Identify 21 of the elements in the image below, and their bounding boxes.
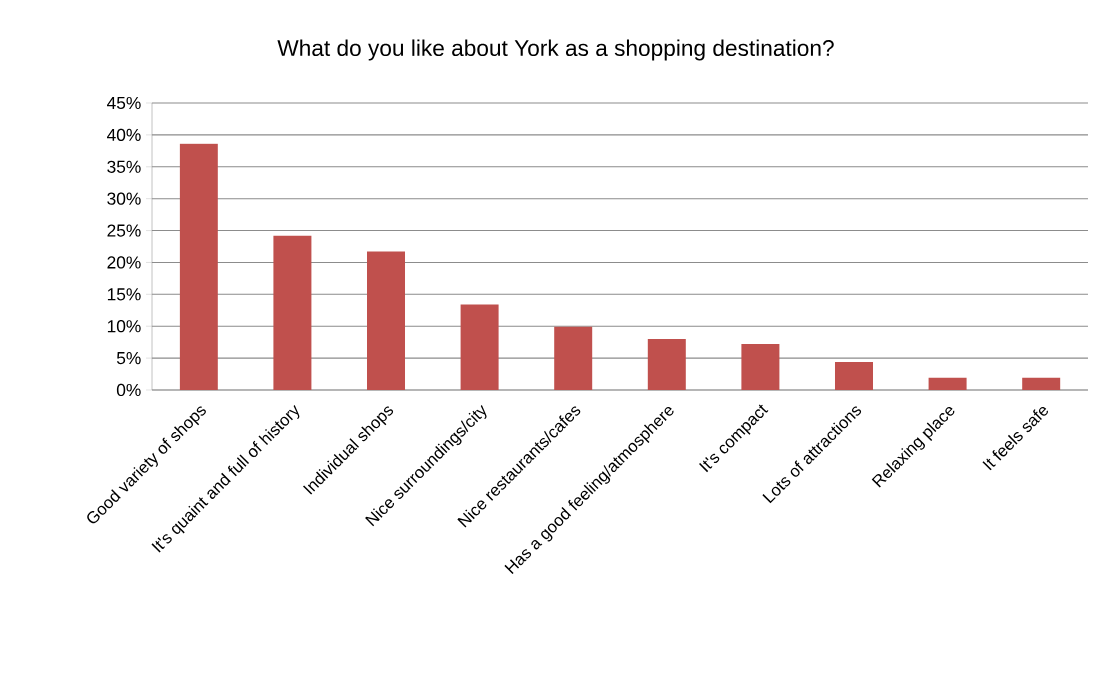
bar <box>928 377 967 390</box>
y-tick-label: 35% <box>107 160 141 173</box>
y-tick-label: 10% <box>107 320 141 333</box>
bar <box>367 251 405 390</box>
chart-title: What do you like about York as a shopping destination? <box>277 39 834 61</box>
y-tick-label: 15% <box>107 288 141 301</box>
y-tick-label: 0% <box>116 383 141 397</box>
y-tick-label: 25% <box>107 224 141 237</box>
y-tick-label: 5% <box>116 352 141 365</box>
bar <box>647 338 686 390</box>
y-tick-label: 30% <box>107 192 141 205</box>
bar <box>460 304 499 390</box>
y-tick-label: 40% <box>107 128 141 142</box>
bar <box>1022 377 1061 390</box>
y-tick-label: 45% <box>107 96 141 110</box>
bar <box>835 361 873 390</box>
y-tick-label: 20% <box>107 256 141 269</box>
bar <box>554 326 593 390</box>
bar <box>741 344 780 390</box>
bar <box>273 235 312 390</box>
bar <box>179 143 218 390</box>
